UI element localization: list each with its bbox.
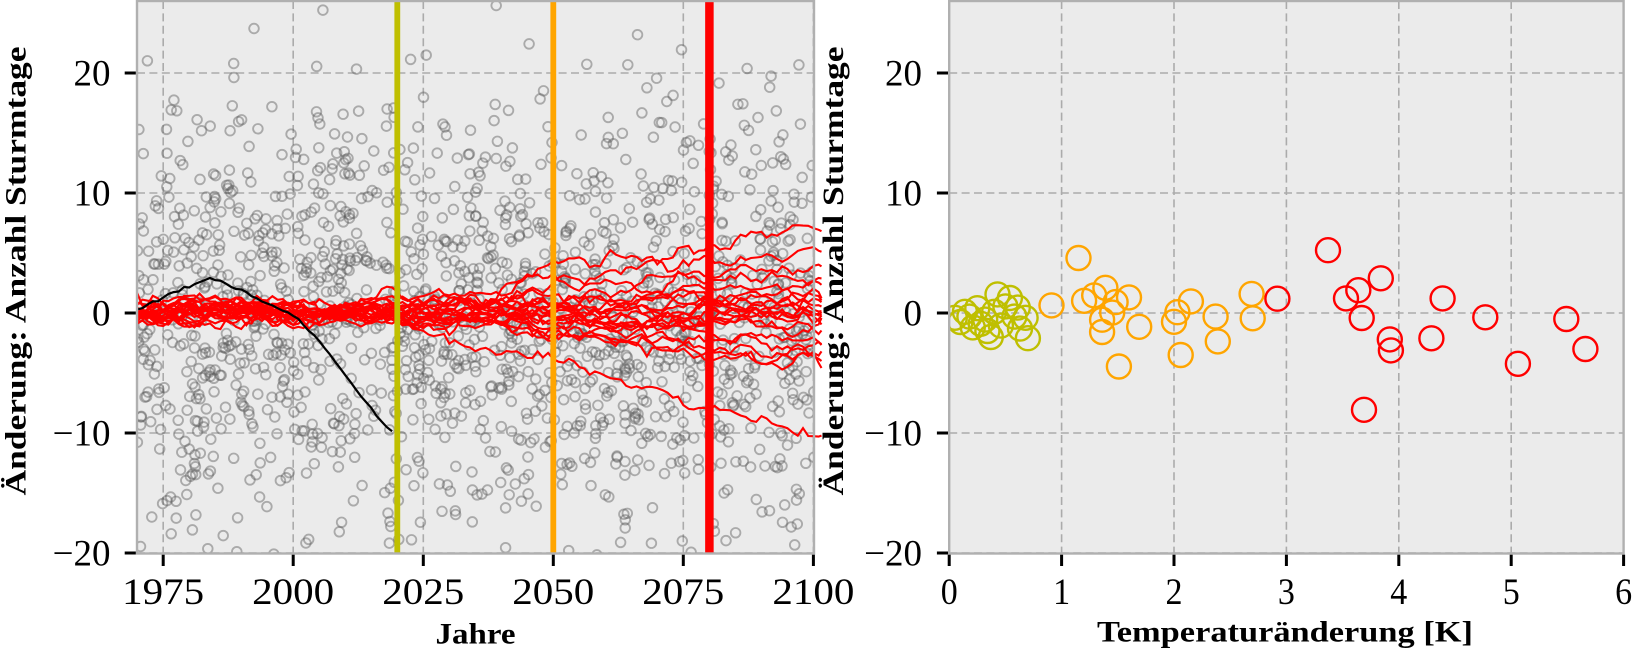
svg-text:2025: 2025: [382, 572, 464, 613]
svg-text:Änderung: Anzahl Sturmtage: Änderung: Anzahl Sturmtage: [817, 47, 850, 496]
svg-text:−20: −20: [864, 533, 922, 574]
svg-text:Jahre: Jahre: [436, 618, 516, 650]
svg-text:Temperaturänderung [K]: Temperaturänderung [K]: [1097, 616, 1473, 649]
svg-text:6: 6: [1615, 572, 1632, 613]
svg-text:−10: −10: [53, 413, 111, 454]
svg-text:−20: −20: [53, 533, 111, 574]
svg-text:0: 0: [904, 293, 923, 334]
svg-text:10: 10: [885, 173, 922, 214]
svg-text:20: 20: [885, 53, 922, 94]
svg-text:2000: 2000: [252, 572, 334, 613]
svg-text:0: 0: [941, 572, 958, 613]
svg-text:3: 3: [1278, 572, 1295, 613]
svg-text:2: 2: [1166, 572, 1183, 613]
svg-text:5: 5: [1503, 572, 1520, 613]
svg-text:Änderung: Anzahl Sturmtage: Änderung: Anzahl Sturmtage: [0, 46, 33, 495]
svg-text:2075: 2075: [642, 572, 724, 613]
svg-text:4: 4: [1390, 572, 1407, 613]
svg-text:1: 1: [1053, 572, 1070, 613]
svg-text:2100: 2100: [772, 572, 854, 613]
svg-text:20: 20: [74, 53, 111, 94]
svg-text:0: 0: [92, 293, 111, 334]
svg-text:10: 10: [74, 173, 111, 214]
svg-text:1975: 1975: [122, 572, 204, 613]
svg-text:2050: 2050: [512, 572, 594, 613]
svg-text:−10: −10: [864, 413, 922, 454]
